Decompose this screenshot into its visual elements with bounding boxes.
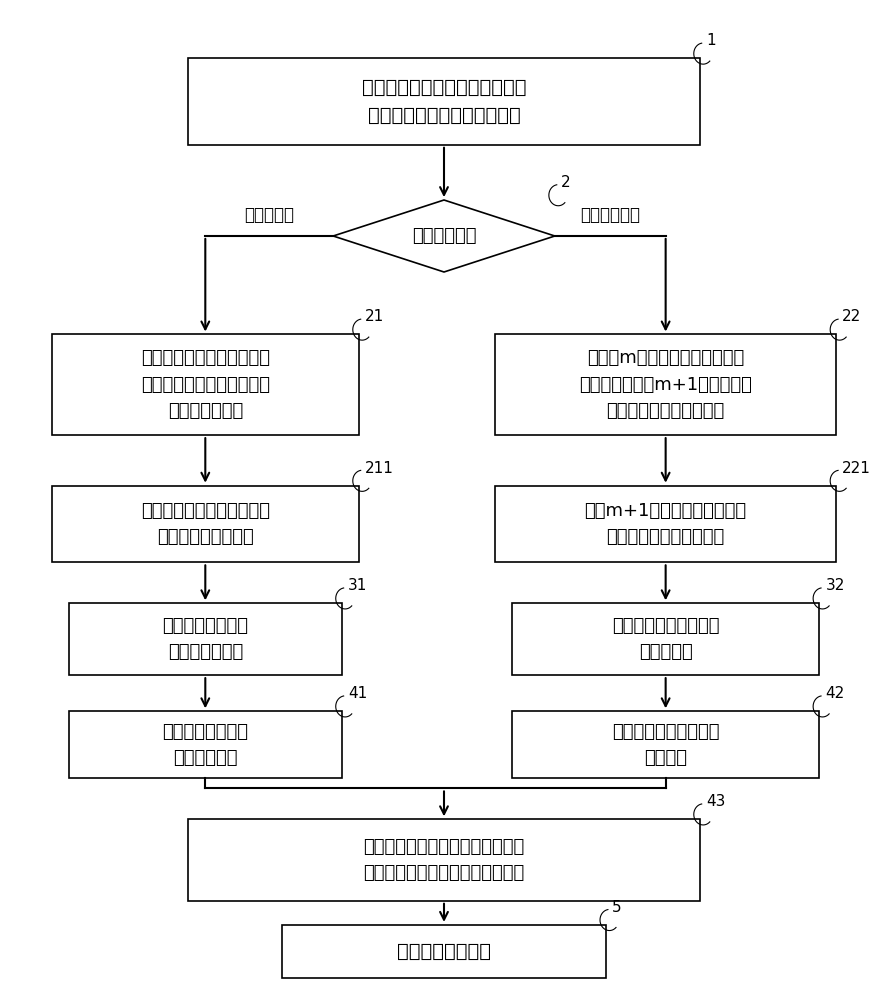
Text: 对被测程序进行静态分析，生成
满足覆盖需求的一组测试用例: 对被测程序进行静态分析，生成 满足覆盖需求的一组测试用例	[361, 78, 527, 125]
Bar	[69, 711, 342, 778]
Bar	[69, 603, 342, 675]
Text: 5: 5	[612, 900, 622, 915]
Text: 31: 31	[348, 578, 368, 593]
Bar	[512, 711, 819, 778]
Bar	[52, 334, 359, 435]
Text: 21: 21	[365, 309, 385, 324]
Text: 所有未通过的测试用例覆盖
到的边组成可疑空间: 所有未通过的测试用例覆盖 到的边组成可疑空间	[141, 502, 270, 546]
Bar	[188, 819, 700, 901]
Bar	[188, 58, 700, 145]
Polygon shape	[333, 200, 555, 272]
Text: 41: 41	[348, 686, 367, 701]
Bar	[496, 334, 836, 435]
Text: 22: 22	[843, 309, 861, 324]
Text: 部分用例执行: 部分用例执行	[580, 206, 640, 224]
Text: 由边的可疑度计算
节点的可疑度: 由边的可疑度计算 节点的可疑度	[163, 723, 249, 767]
Text: 全用例执行: 全用例执行	[244, 206, 294, 224]
Text: 将故障节点映射到程序语句，记录
指定模式下，可视化标记故障位置: 将故障节点映射到程序语句，记录 指定模式下，可视化标记故障位置	[363, 838, 525, 882]
Text: 对第m+1个未通过的测试用例
覆盖到的边组成可疑空间: 对第m+1个未通过的测试用例 覆盖到的边组成可疑空间	[584, 502, 747, 546]
Text: 记录前m个通过的测试用例对应
的路径信息和第m+1个未通过的
测试用例对应的路径信息: 记录前m个通过的测试用例对应 的路径信息和第m+1个未通过的 测试用例对应的路径…	[579, 349, 752, 420]
Text: 211: 211	[365, 461, 394, 476]
Bar	[282, 925, 606, 978]
Text: 42: 42	[825, 686, 844, 701]
Text: 生成故障定位报告: 生成故障定位报告	[397, 942, 491, 961]
Text: 221: 221	[843, 461, 871, 476]
Bar	[512, 603, 819, 675]
Text: 选择执行模式: 选择执行模式	[412, 227, 476, 245]
Text: 对可疑空间中的每
条边计算可疑度: 对可疑空间中的每 条边计算可疑度	[163, 617, 249, 661]
Text: 1: 1	[706, 33, 716, 48]
Bar	[52, 486, 359, 562]
Text: 2: 2	[561, 175, 571, 190]
Bar	[496, 486, 836, 562]
Text: 43: 43	[706, 794, 725, 809]
Text: 32: 32	[825, 578, 844, 593]
Text: 判断执行结果是否通过，记
录通过和未通过的测试用例
对应的路径信息: 判断执行结果是否通过，记 录通过和未通过的测试用例 对应的路径信息	[141, 349, 270, 420]
Text: 由边的可疑度计算节点
的可疑度: 由边的可疑度计算节点 的可疑度	[612, 723, 719, 767]
Text: 对可疑空间中的每条边
计算可疑度: 对可疑空间中的每条边 计算可疑度	[612, 617, 719, 661]
